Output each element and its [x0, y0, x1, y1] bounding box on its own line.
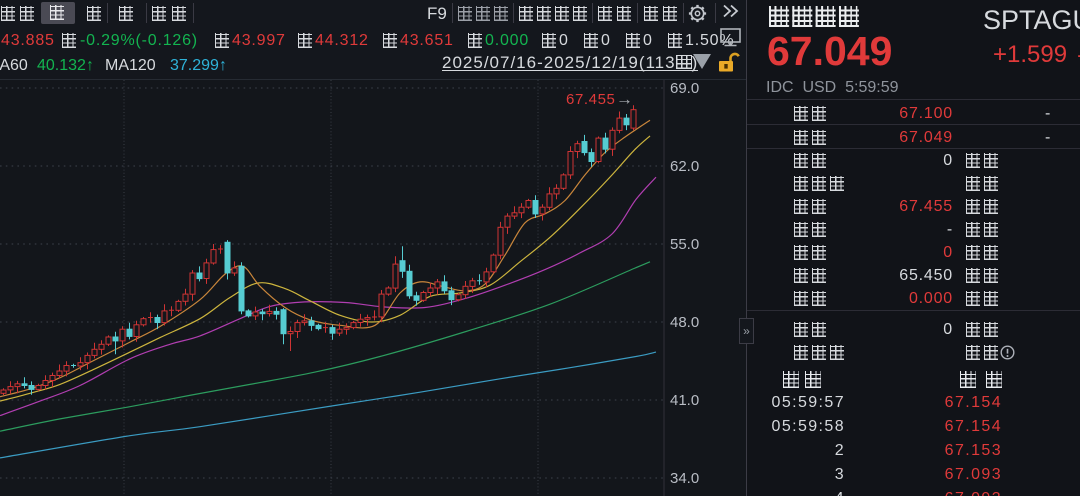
- svg-text:67.455: 67.455: [566, 91, 615, 108]
- svg-text:34.0: 34.0: [670, 470, 699, 487]
- svg-text:48.0: 48.0: [670, 314, 699, 331]
- svg-text:41.0: 41.0: [670, 392, 699, 409]
- svg-text:55.0: 55.0: [670, 236, 699, 253]
- svg-text:69.0: 69.0: [670, 80, 699, 97]
- svg-text:62.0: 62.0: [670, 158, 699, 175]
- svg-text:→: →: [616, 90, 633, 109]
